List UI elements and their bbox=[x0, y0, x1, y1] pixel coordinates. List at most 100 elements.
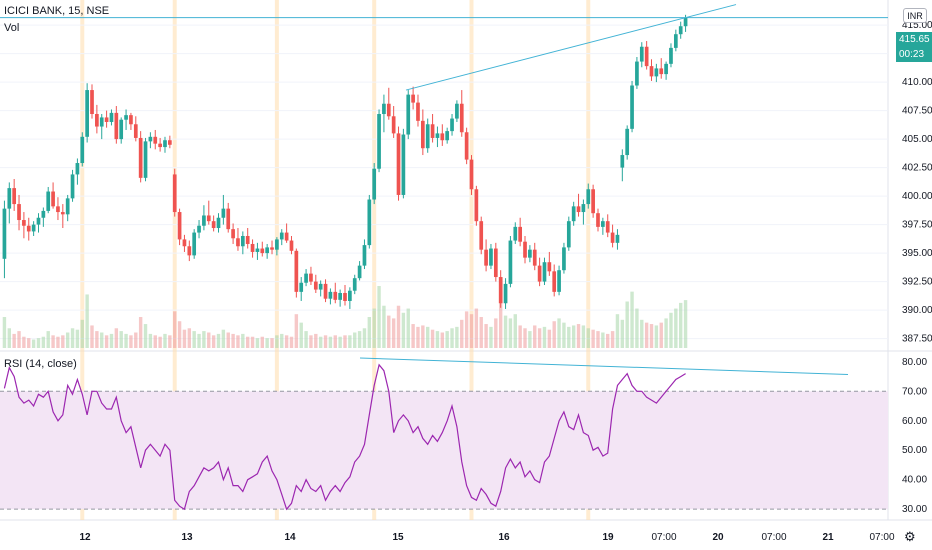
price-tag: 415.65 bbox=[896, 32, 932, 47]
candle-body bbox=[557, 270, 561, 292]
rsi-tick-label: 60.00 bbox=[902, 416, 927, 427]
candle-body bbox=[348, 290, 352, 301]
volume-bar bbox=[197, 333, 201, 348]
candle-body bbox=[328, 291, 333, 299]
candle-body bbox=[610, 232, 615, 243]
rsi-tick-label: 50.00 bbox=[902, 445, 927, 456]
volume-bar bbox=[508, 318, 513, 348]
candle-body bbox=[352, 278, 357, 291]
volume-bar bbox=[377, 286, 381, 348]
candle-body bbox=[221, 208, 226, 218]
candle-body bbox=[138, 137, 143, 178]
candle-body bbox=[323, 283, 328, 299]
candle-body bbox=[669, 47, 673, 64]
volume-bar bbox=[533, 325, 537, 348]
candle-body bbox=[333, 291, 338, 300]
candle-body bbox=[148, 136, 153, 142]
volume-bar bbox=[289, 336, 294, 348]
candle-body bbox=[294, 250, 299, 292]
volume-bar bbox=[177, 321, 182, 348]
candle-body bbox=[265, 247, 270, 254]
volume-bar bbox=[236, 335, 240, 348]
volume-bar bbox=[489, 326, 493, 348]
candle-body bbox=[153, 136, 158, 144]
rsi-band bbox=[0, 391, 888, 510]
volume-bar bbox=[469, 314, 474, 348]
volume-bar bbox=[280, 333, 284, 348]
session-marker-16 bbox=[469, 0, 474, 520]
candle-body bbox=[605, 221, 610, 233]
candle-body bbox=[552, 271, 557, 292]
volume-bar bbox=[523, 328, 527, 348]
price-tick-label: 400.00 bbox=[902, 191, 932, 202]
currency-button[interactable]: INR bbox=[903, 8, 927, 23]
price-tick-label: 402.50 bbox=[902, 163, 932, 174]
volume-bar bbox=[22, 336, 26, 348]
session-marker-19 bbox=[586, 0, 591, 520]
candle-body bbox=[255, 248, 260, 252]
volume-bar bbox=[601, 332, 605, 348]
candle-body bbox=[498, 277, 503, 304]
volume-bar bbox=[275, 335, 279, 348]
volume-bar bbox=[372, 308, 376, 348]
volume-bar bbox=[7, 328, 12, 348]
candle-body bbox=[129, 115, 133, 125]
rsi-tick-label: 30.00 bbox=[902, 504, 927, 515]
candle-body bbox=[60, 212, 65, 215]
price-tick-label: 395.00 bbox=[902, 248, 932, 259]
volume-bar bbox=[635, 308, 639, 348]
volume-bar bbox=[479, 317, 483, 348]
volume-bar bbox=[401, 312, 406, 348]
volume-bar bbox=[528, 331, 532, 348]
price-tick-label: 387.50 bbox=[902, 334, 932, 345]
candle-body bbox=[17, 204, 21, 221]
volume-bar bbox=[46, 331, 50, 348]
volume-bar bbox=[255, 338, 260, 348]
candle-body bbox=[357, 265, 362, 279]
volume-bar bbox=[460, 319, 464, 348]
volume-bar bbox=[61, 335, 65, 348]
candle-body bbox=[664, 63, 668, 75]
gear-icon[interactable]: ⚙ bbox=[904, 529, 916, 544]
candle-body bbox=[386, 103, 391, 117]
candle-body bbox=[625, 128, 630, 156]
volume-bar bbox=[450, 328, 454, 348]
volume-bar bbox=[494, 318, 498, 348]
volume-bar bbox=[270, 338, 274, 348]
volume-bar bbox=[168, 335, 172, 348]
volume-bar bbox=[328, 336, 333, 348]
candle-body bbox=[309, 273, 313, 282]
candle-body bbox=[192, 232, 197, 256]
candle-body bbox=[7, 188, 12, 209]
volume-bar bbox=[129, 335, 133, 348]
volume-bar bbox=[562, 322, 566, 348]
candle-body bbox=[90, 90, 94, 115]
candle-body bbox=[299, 282, 304, 292]
volume-bar bbox=[153, 335, 157, 348]
candle-body bbox=[440, 133, 445, 141]
volume-bar bbox=[114, 328, 119, 348]
volume-bar bbox=[547, 329, 552, 348]
volume-bar bbox=[387, 315, 391, 348]
volume-bar bbox=[75, 329, 80, 348]
volume-bar bbox=[596, 331, 600, 348]
candle-body bbox=[601, 221, 605, 227]
candle-body bbox=[46, 191, 51, 211]
candle-body bbox=[430, 124, 435, 138]
candle-body bbox=[182, 239, 187, 247]
volume-bar bbox=[552, 321, 556, 348]
price-tick-label: 392.50 bbox=[902, 277, 932, 288]
volume-bar bbox=[70, 328, 75, 348]
volume-bar bbox=[440, 332, 445, 348]
volume-bar bbox=[484, 324, 488, 348]
volume-bar bbox=[138, 317, 143, 348]
rsi-trendline bbox=[359, 357, 849, 376]
volume-bar bbox=[173, 311, 177, 348]
candle-body bbox=[65, 198, 70, 215]
time-tick-label: 12 bbox=[79, 532, 91, 543]
candle-body bbox=[581, 204, 586, 213]
volume-bar bbox=[148, 333, 153, 348]
volume-bar bbox=[95, 331, 99, 348]
session-marker-13 bbox=[172, 0, 177, 520]
